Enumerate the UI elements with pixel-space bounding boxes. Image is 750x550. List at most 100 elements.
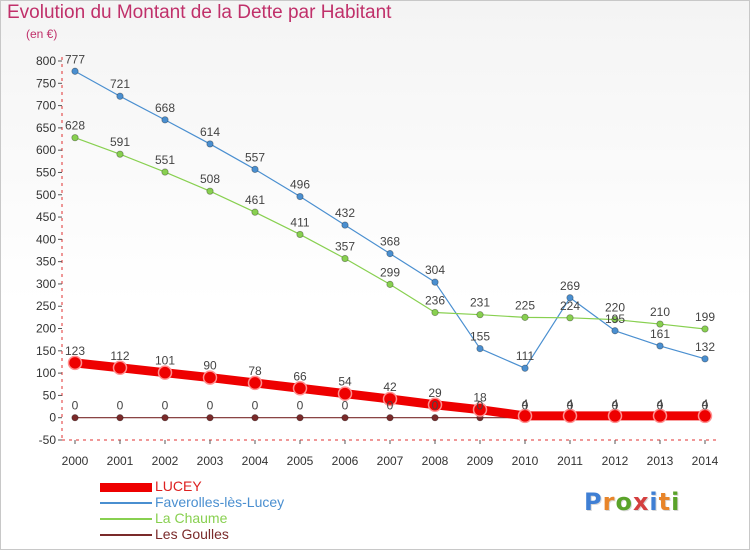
data-point-la-chaume bbox=[521, 313, 529, 321]
data-point-faverolles-l-s-lucey bbox=[206, 140, 214, 148]
brand-logo-letter: t bbox=[658, 488, 672, 516]
chart-subtitle: (en €) bbox=[26, 27, 58, 41]
data-label-la-chaume: 411 bbox=[290, 215, 309, 229]
data-label-les-goulles: 0 bbox=[522, 399, 529, 413]
brand-logo: Proxiti bbox=[584, 488, 680, 516]
data-point-la-chaume bbox=[161, 168, 169, 176]
data-label-les-goulles: 0 bbox=[432, 399, 439, 413]
x-tick-label: 2008 bbox=[422, 454, 449, 468]
data-point-lucey bbox=[427, 397, 443, 413]
data-point-lucey bbox=[517, 408, 533, 424]
brand-logo-letter: r bbox=[602, 488, 616, 516]
data-point-faverolles-l-s-lucey bbox=[251, 165, 259, 173]
data-label-la-chaume: 299 bbox=[380, 265, 400, 279]
brand-logo-letter: i bbox=[649, 488, 659, 516]
data-label-les-goulles: 0 bbox=[612, 399, 619, 413]
data-point-faverolles-l-s-lucey bbox=[521, 364, 529, 372]
data-point-lucey bbox=[202, 370, 218, 385]
data-label-la-chaume: 461 bbox=[245, 193, 265, 207]
data-label-les-goulles: 0 bbox=[702, 399, 709, 413]
data-point-la-chaume bbox=[611, 316, 619, 324]
data-label-lucey: 29 bbox=[428, 386, 442, 400]
data-label-faverolles-l-s-lucey: 721 bbox=[110, 77, 130, 91]
data-point-lucey bbox=[292, 381, 308, 396]
data-point-lucey bbox=[67, 355, 83, 371]
brand-logo-letter: x bbox=[632, 488, 650, 516]
data-point-faverolles-l-s-lucey bbox=[566, 294, 574, 302]
data-point-lucey bbox=[607, 408, 623, 424]
x-tick-label: 2010 bbox=[512, 454, 539, 468]
data-label-les-goulles: 0 bbox=[72, 399, 79, 413]
data-point-faverolles-l-s-lucey bbox=[656, 342, 664, 350]
data-label-lucey: 4 bbox=[522, 397, 529, 411]
legend-label: Les Goulles bbox=[155, 526, 229, 542]
data-label-faverolles-l-s-lucey: 668 bbox=[155, 101, 175, 115]
data-label-les-goulles: 0 bbox=[117, 399, 124, 413]
data-label-faverolles-l-s-lucey: 132 bbox=[695, 340, 715, 354]
data-point-faverolles-l-s-lucey bbox=[341, 221, 349, 229]
y-tick-label: -50 bbox=[39, 433, 57, 447]
data-point-la-chaume bbox=[296, 230, 304, 239]
data-point-faverolles-l-s-lucey bbox=[296, 192, 304, 201]
y-tick-label: 250 bbox=[36, 299, 56, 313]
legend-label: La Chaume bbox=[155, 510, 228, 526]
x-tick-label: 2007 bbox=[377, 454, 404, 468]
data-point-la-chaume bbox=[431, 308, 439, 317]
legend-swatch bbox=[100, 482, 152, 492]
data-point-les-goulles bbox=[386, 414, 394, 422]
y-tick-label: 750 bbox=[36, 76, 56, 90]
data-point-la-chaume bbox=[206, 187, 214, 195]
legend-swatch bbox=[100, 534, 152, 536]
x-tick-label: 2011 bbox=[557, 454, 583, 468]
y-tick-label: 550 bbox=[36, 165, 56, 179]
data-label-la-chaume: 357 bbox=[335, 240, 355, 254]
y-tick-label: 600 bbox=[36, 143, 56, 157]
data-label-la-chaume: 508 bbox=[200, 172, 220, 186]
data-point-lucey bbox=[382, 391, 398, 407]
x-tick-label: 2004 bbox=[242, 454, 269, 468]
data-label-les-goulles: 0 bbox=[477, 399, 484, 413]
data-label-la-chaume: 224 bbox=[560, 299, 580, 313]
data-label-faverolles-l-s-lucey: 432 bbox=[335, 206, 355, 220]
data-label-faverolles-l-s-lucey: 304 bbox=[425, 263, 445, 277]
data-point-la-chaume bbox=[341, 254, 349, 263]
data-label-faverolles-l-s-lucey: 557 bbox=[245, 150, 265, 164]
data-label-les-goulles: 0 bbox=[387, 399, 394, 413]
data-point-faverolles-l-s-lucey bbox=[431, 278, 439, 286]
data-point-la-chaume bbox=[71, 134, 79, 142]
data-label-faverolles-l-s-lucey: 614 bbox=[200, 125, 220, 139]
legend-swatch bbox=[100, 502, 152, 504]
data-label-la-chaume: 591 bbox=[110, 135, 130, 149]
data-point-lucey bbox=[652, 408, 668, 424]
y-tick-label: 50 bbox=[43, 388, 57, 402]
data-label-les-goulles: 0 bbox=[657, 399, 664, 413]
data-point-faverolles-l-s-lucey bbox=[161, 116, 169, 124]
x-tick-label: 2013 bbox=[647, 454, 674, 468]
data-label-la-chaume: 628 bbox=[65, 119, 85, 133]
data-point-la-chaume bbox=[386, 280, 394, 288]
data-label-faverolles-l-s-lucey: 368 bbox=[380, 235, 400, 249]
data-point-les-goulles bbox=[296, 414, 304, 422]
data-label-lucey: 123 bbox=[65, 344, 85, 358]
chart-title: Evolution du Montant de la Dette par Hab… bbox=[7, 2, 392, 23]
data-label-faverolles-l-s-lucey: 195 bbox=[605, 312, 625, 326]
y-tick-label: 300 bbox=[36, 277, 56, 291]
data-point-la-chaume bbox=[251, 208, 259, 216]
x-tick-label: 2012 bbox=[602, 454, 629, 468]
data-label-les-goulles: 0 bbox=[297, 399, 304, 413]
data-label-lucey: 18 bbox=[473, 391, 487, 405]
data-label-les-goulles: 0 bbox=[342, 399, 349, 413]
data-label-lucey: 112 bbox=[110, 349, 129, 363]
data-point-faverolles-l-s-lucey bbox=[386, 250, 394, 258]
x-tick-label: 2014 bbox=[692, 454, 719, 468]
brand-logo-letter: P bbox=[584, 488, 603, 516]
data-label-lucey: 4 bbox=[612, 397, 619, 411]
y-tick-label: 800 bbox=[36, 54, 56, 68]
y-tick-label: 200 bbox=[36, 322, 56, 336]
data-label-la-chaume: 210 bbox=[650, 305, 670, 319]
data-label-faverolles-l-s-lucey: 111 bbox=[516, 349, 535, 363]
brand-logo-letter: i bbox=[671, 488, 681, 516]
data-point-les-goulles bbox=[341, 414, 349, 422]
data-label-faverolles-l-s-lucey: 161 bbox=[650, 327, 670, 341]
